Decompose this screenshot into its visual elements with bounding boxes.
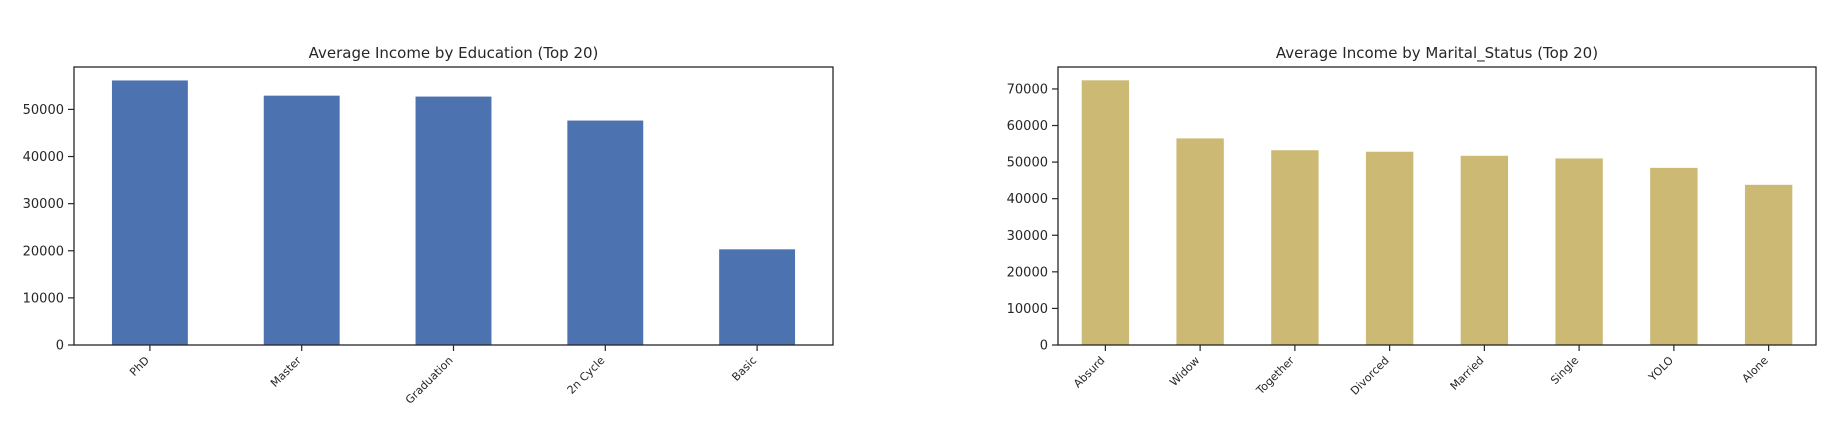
x-tick-label-widow: Widow — [1167, 354, 1202, 389]
bar-2n-cycle — [567, 120, 644, 346]
bar-together — [1271, 150, 1319, 345]
bar-phd — [111, 80, 188, 346]
bar-master — [263, 95, 340, 345]
chart-title: Average Income by Marital_Status (Top 20… — [1276, 44, 1598, 63]
y-tick-label: 20000 — [1007, 265, 1048, 280]
y-tick-label: 60000 — [1007, 119, 1048, 134]
x-tick-label-divorced: Divorced — [1348, 354, 1392, 398]
bar-widow — [1176, 138, 1224, 345]
chart-title: Average Income by Education (Top 20) — [309, 44, 599, 62]
marital-status-income-chart: Average Income by Marital_Status (Top 20… — [1007, 44, 1817, 398]
bar-single — [1555, 158, 1603, 345]
y-tick-label: 30000 — [1007, 229, 1048, 244]
x-tick-label-master: Master — [268, 354, 304, 390]
y-tick-label: 10000 — [1007, 302, 1048, 317]
x-tick-label-married: Married — [1448, 354, 1487, 393]
plot-frame — [73, 66, 834, 346]
y-tick-label: 40000 — [23, 150, 64, 165]
x-tick-label-yolo: YOLO — [1645, 354, 1676, 385]
x-tick-label-absurd: Absurd — [1071, 354, 1107, 390]
x-tick-label-alone: Alone — [1740, 354, 1771, 385]
y-tick-label: 0 — [1040, 339, 1048, 354]
y-tick-label: 70000 — [1007, 82, 1048, 97]
bar-basic — [719, 249, 796, 345]
y-tick-label: 40000 — [1007, 192, 1048, 207]
bar-absurd — [1081, 80, 1130, 345]
bar-alone — [1744, 184, 1793, 345]
y-tick-label: 10000 — [23, 291, 64, 306]
bar-yolo — [1650, 167, 1698, 345]
x-tick-label-together: Together — [1253, 354, 1297, 398]
x-tick-label-single: Single — [1548, 354, 1581, 387]
plot-frame — [1057, 66, 1817, 346]
y-tick-label: 20000 — [23, 244, 64, 259]
bar-divorced — [1365, 151, 1414, 345]
education-income-chart: Average Income by Education (Top 20) PhD M… — [23, 44, 834, 407]
x-tick-label-basic: Basic — [729, 354, 759, 384]
x-tick-label-phd: PhD — [127, 354, 152, 379]
bar-graduation — [415, 96, 492, 345]
y-tick-label: 50000 — [1007, 156, 1048, 171]
y-tick-label: 50000 — [23, 103, 64, 118]
y-tick-label: 30000 — [23, 197, 64, 212]
x-tick-label-2n-cycle: 2n Cycle — [565, 354, 608, 397]
bar-married — [1460, 155, 1509, 345]
x-tick-label-graduation: Graduation — [403, 354, 456, 407]
y-tick-label: 0 — [56, 339, 64, 354]
